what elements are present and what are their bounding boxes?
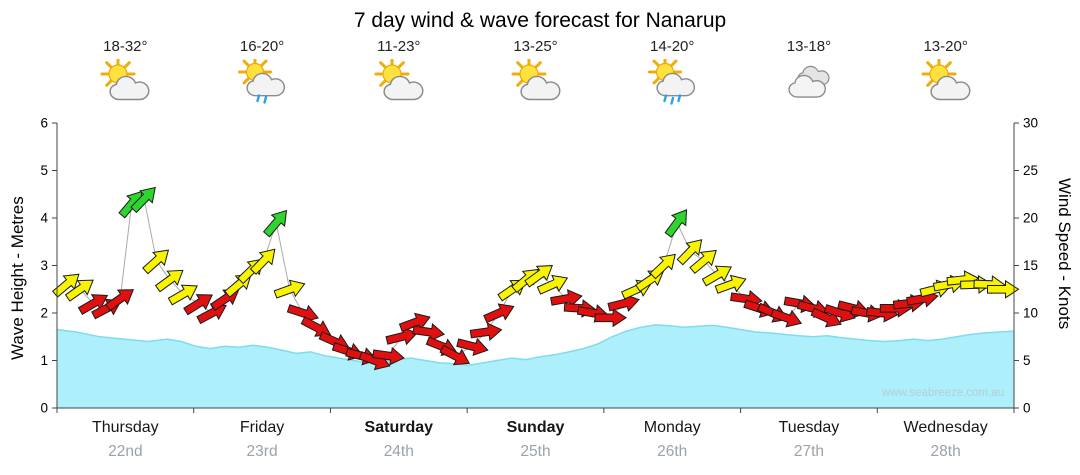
y-axis-tick-label-left: 6	[40, 116, 48, 131]
partly-cloudy-icon	[374, 59, 424, 101]
wind-arrow	[987, 279, 1020, 299]
wave-height-line	[56, 324, 1015, 367]
wind-arrow	[130, 186, 156, 214]
wind-arrow	[439, 344, 471, 366]
day-name: Thursday	[91, 419, 159, 436]
day-name: Monday	[643, 419, 701, 436]
day-temperature-range: 16-20°	[239, 38, 285, 55]
day-date: 22nd	[108, 443, 143, 460]
day-label: Monday 26th	[604, 419, 740, 461]
day-label: Sunday 25th	[468, 419, 604, 461]
day-name: Tuesday	[778, 419, 840, 436]
day-date: 28th	[930, 443, 961, 460]
wind-arrow	[594, 308, 628, 328]
left-axis-title: Wave Height - Metres	[8, 196, 27, 360]
y-axis-tick-label-right: 5	[1023, 353, 1031, 368]
y-axis-tick-label-left: 1	[40, 353, 48, 368]
day-temperature-range: 11-23°	[377, 38, 421, 55]
wind-arrow	[372, 346, 405, 366]
day-temperature-range: 18-32°	[103, 38, 148, 55]
page-title: 7 day wind & wave forecast for Nanarup	[353, 9, 727, 32]
wind-arrow	[167, 284, 198, 306]
day-temperature-range: 13-25°	[513, 38, 558, 55]
day-forecast-header: 13-18°	[741, 38, 877, 105]
partly-cloudy-icon	[921, 59, 971, 101]
wind-arrow	[398, 312, 431, 332]
day-date: 24th	[383, 443, 414, 460]
day-label: Tuesday 27th	[741, 419, 877, 461]
wind-arrow	[770, 308, 803, 328]
day-name: Wednesday	[903, 419, 988, 436]
wind-arrow	[483, 303, 515, 324]
day-label: Friday 23rd	[194, 419, 330, 461]
y-axis-tick-label-right: 0	[1023, 401, 1031, 416]
wind-arrow	[196, 303, 227, 325]
wind-arrow	[183, 294, 213, 316]
day-date: 25th	[520, 443, 551, 460]
partly-cloudy-icon	[511, 59, 560, 101]
day-forecast-header: 18-32°	[57, 38, 193, 105]
day-forecast-header: 14-20°	[604, 38, 740, 105]
day-forecast-header: 13-25°	[468, 38, 604, 105]
wind-arrow	[550, 289, 583, 308]
light-shower-icon	[238, 59, 286, 104]
wind-arrow	[385, 327, 418, 346]
wind-arrow	[649, 253, 676, 280]
day-temperature-range: 13-18°	[786, 38, 832, 55]
day-forecast-header: 13-20°	[878, 38, 1014, 105]
wave-height-area	[57, 324, 1014, 408]
day-date: 27th	[793, 443, 824, 460]
y-axis-tick-label-right: 30	[1023, 116, 1038, 131]
day-label: Thursday 22nd	[57, 419, 193, 461]
y-axis-tick-label-right: 10	[1023, 306, 1038, 321]
wind-arrow	[536, 274, 569, 295]
day-forecast-header: 16-20°	[194, 38, 330, 105]
wind-arrow	[105, 289, 135, 312]
y-axis-tick-label-right: 25	[1023, 163, 1038, 178]
wind-arrow	[262, 209, 288, 238]
wind-arrow	[701, 265, 732, 287]
wind-arrow	[664, 209, 688, 238]
wind-arrow	[676, 239, 703, 266]
day-label: Wednesday 28th	[878, 419, 1014, 461]
wind-arrow	[249, 248, 276, 275]
y-axis-tick-label-left: 2	[40, 306, 48, 321]
wind-arrow	[469, 322, 503, 341]
y-axis-tick-label-left: 4	[40, 211, 48, 226]
day-name: Saturday	[364, 419, 434, 436]
day-label: Saturday 24th	[331, 419, 467, 461]
wind-arrow	[273, 279, 306, 299]
day-forecast-header: 11-23°	[331, 38, 467, 105]
wind-arrow	[456, 337, 489, 357]
y-axis-tick-label-right: 20	[1023, 211, 1038, 226]
shower-icon	[648, 59, 696, 105]
watermark: www.seabreeze.com.au	[881, 387, 1004, 399]
day-temperature-range: 13-20°	[923, 38, 968, 55]
partly-cloudy-icon	[100, 59, 150, 101]
y-axis-tick-label-left: 3	[40, 258, 48, 273]
day-date: 26th	[657, 443, 688, 460]
wind-arrow	[689, 249, 717, 275]
wind-arrow	[714, 274, 747, 294]
y-axis-tick-label-left: 0	[40, 401, 48, 416]
day-name: Sunday	[506, 419, 565, 436]
wind-arrow	[77, 294, 109, 315]
day-temperature-range: 14-20°	[650, 38, 695, 55]
day-date: 23rd	[246, 443, 278, 460]
day-name: Friday	[239, 419, 285, 436]
y-axis-tick-label-left: 5	[40, 163, 48, 178]
wind-arrow	[51, 273, 80, 298]
cloudy-icon	[788, 65, 830, 98]
wind-arrow	[64, 279, 94, 302]
right-axis-title: Wind Speed - Knots	[1055, 178, 1074, 330]
wind-arrow	[142, 249, 170, 275]
y-axis-tick-label-right: 15	[1023, 258, 1038, 273]
wind-arrow	[154, 269, 184, 293]
wind-arrow	[412, 323, 446, 342]
wind-arrow	[524, 265, 553, 288]
